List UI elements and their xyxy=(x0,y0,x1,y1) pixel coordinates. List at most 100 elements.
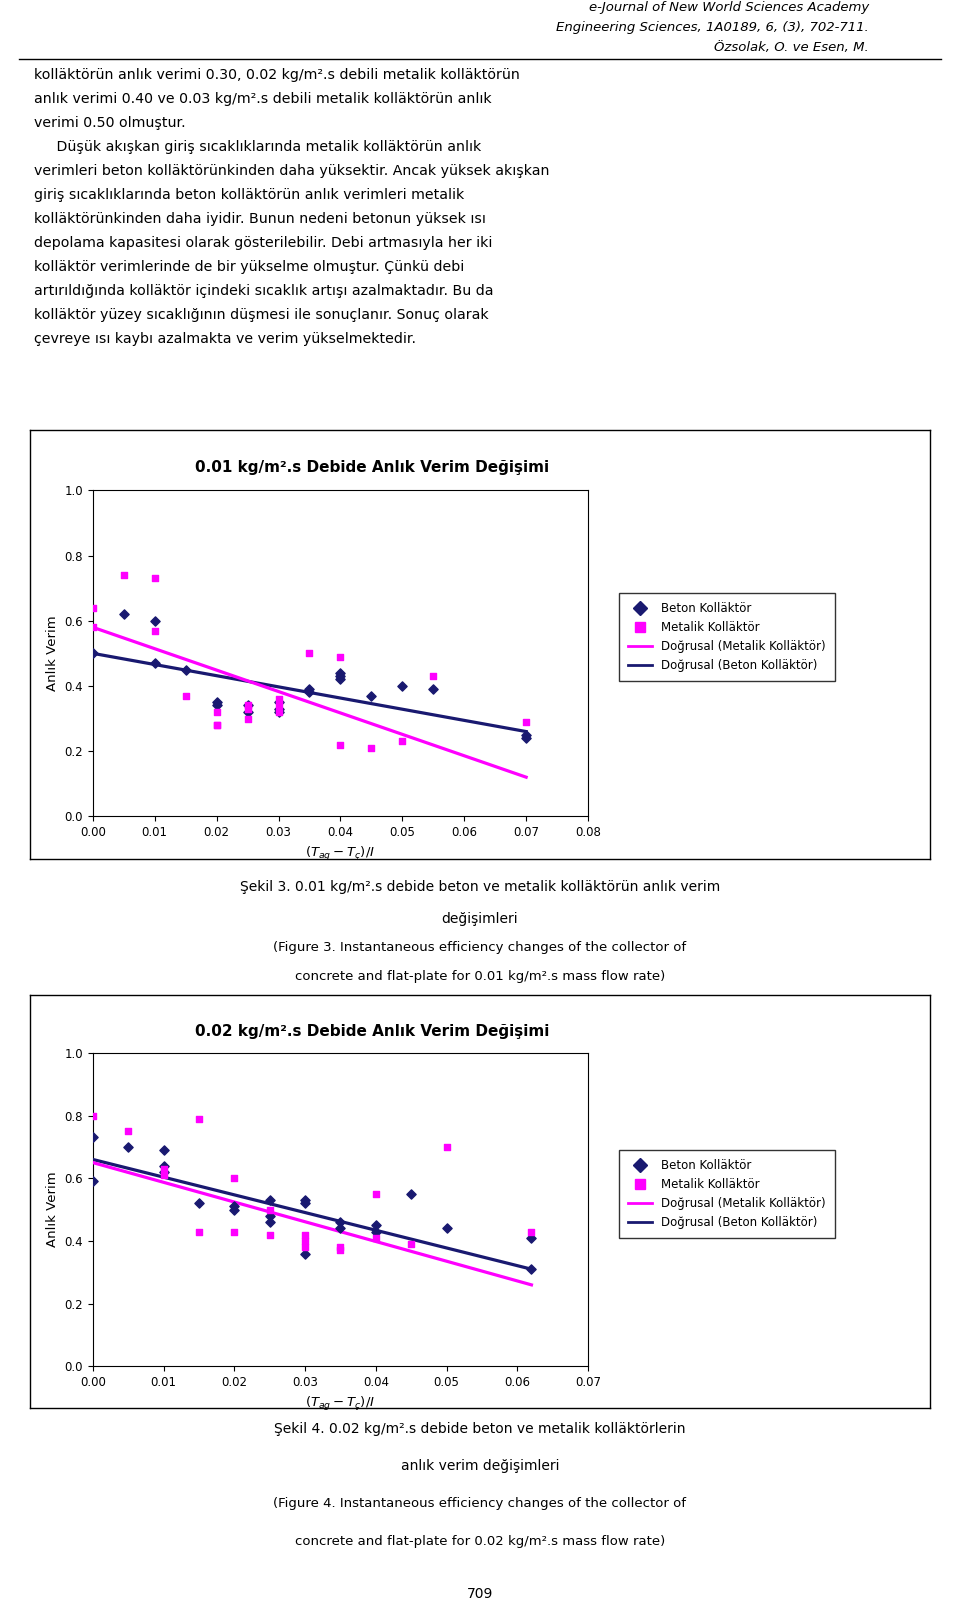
Text: depolama kapasitesi olarak gösterilebilir. Debi artmasıyla her iki: depolama kapasitesi olarak gösterilebili… xyxy=(34,236,492,251)
Point xyxy=(518,709,534,735)
Point xyxy=(85,1168,101,1194)
Point xyxy=(178,657,193,683)
Point xyxy=(227,1218,242,1244)
Text: Şekil 3. 0.01 kg/m².s debide beton ve metalik kolläktörün anlık verim: Şekil 3. 0.01 kg/m².s debide beton ve me… xyxy=(240,880,720,895)
Point xyxy=(524,1218,540,1244)
Point xyxy=(262,1188,277,1214)
Point xyxy=(240,699,255,725)
Point xyxy=(333,660,348,686)
Point xyxy=(301,641,317,667)
Text: çevreye ısı kaybı azalmakta ve verim yükselmektedir.: çevreye ısı kaybı azalmakta ve verim yük… xyxy=(34,332,416,346)
Text: concrete and flat-plate for 0.01 kg/m².s mass flow rate): concrete and flat-plate for 0.01 kg/m².s… xyxy=(295,971,665,984)
Point xyxy=(271,699,286,725)
Point xyxy=(227,1165,242,1191)
Point xyxy=(227,1194,242,1220)
Point xyxy=(298,1188,313,1214)
Text: concrete and flat-plate for 0.02 kg/m².s mass flow rate): concrete and flat-plate for 0.02 kg/m².s… xyxy=(295,1534,665,1548)
Point xyxy=(271,693,286,718)
Point xyxy=(262,1209,277,1235)
Point xyxy=(518,725,534,751)
Text: Özsolak, O. ve Esen, M.: Özsolak, O. ve Esen, M. xyxy=(714,40,869,53)
X-axis label: $(T_{ag}-T_{ç})/I$: $(T_{ag}-T_{ç})/I$ xyxy=(305,845,375,862)
Text: giriş sıcaklıklarında beton kolläktörün anlık verimleri metalik: giriş sıcaklıklarında beton kolläktörün … xyxy=(34,188,464,202)
Point xyxy=(368,1181,383,1207)
Point xyxy=(298,1222,313,1247)
Point xyxy=(209,699,225,725)
Point xyxy=(262,1202,277,1228)
Text: anlık verim değişimleri: anlık verim değişimleri xyxy=(400,1458,560,1472)
Point xyxy=(333,1235,348,1260)
Text: e-Journal of New World Sciences Academy: e-Journal of New World Sciences Academy xyxy=(588,2,869,15)
Point xyxy=(227,1197,242,1223)
Point xyxy=(85,615,101,641)
Text: kolläktör yüzey sıcaklığının düşmesi ile sonuçlanır. Sonuç olarak: kolläktör yüzey sıcaklığının düşmesi ile… xyxy=(34,307,489,322)
Point xyxy=(403,1181,419,1207)
Text: kolläktörün anlık verimi 0.30, 0.02 kg/m².s debili metalik kolläktörün: kolläktörün anlık verimi 0.30, 0.02 kg/m… xyxy=(34,68,519,83)
Point xyxy=(271,699,286,725)
Text: 0.01 kg/m².s Debide Anlık Verim Değişimi: 0.01 kg/m².s Debide Anlık Verim Değişimi xyxy=(195,461,549,476)
Point xyxy=(240,693,255,718)
Point xyxy=(191,1218,206,1244)
Text: verimleri beton kolläktörünkinden daha yüksektir. Ancak yüksek akışkan: verimleri beton kolläktörünkinden daha y… xyxy=(34,163,549,178)
Point xyxy=(333,667,348,693)
Point xyxy=(395,728,410,754)
X-axis label: $(T_{ag}-T_{ç})/I$: $(T_{ag}-T_{ç})/I$ xyxy=(305,1395,375,1413)
Point xyxy=(156,1152,171,1178)
Text: anlık verimi 0.40 ve 0.03 kg/m².s debili metalik kolläktörün anlık: anlık verimi 0.40 ve 0.03 kg/m².s debili… xyxy=(34,92,492,107)
Point xyxy=(191,1191,206,1217)
Point xyxy=(333,1238,348,1264)
Point xyxy=(368,1225,383,1251)
Text: Engineering Sciences, 1A0189, 6, (3), 702-711.: Engineering Sciences, 1A0189, 6, (3), 70… xyxy=(556,21,869,34)
Text: verimi 0.50 olmuştur.: verimi 0.50 olmuştur. xyxy=(34,116,185,129)
Point xyxy=(271,686,286,712)
Point xyxy=(368,1218,383,1244)
Point xyxy=(439,1134,454,1160)
Point xyxy=(191,1105,206,1131)
Point xyxy=(85,641,101,667)
Point xyxy=(301,676,317,702)
Text: (Figure 3. Instantaneous efficiency changes of the collector of: (Figure 3. Instantaneous efficiency chan… xyxy=(274,942,686,955)
Point xyxy=(298,1191,313,1217)
Y-axis label: Anlık Verim: Anlık Verim xyxy=(46,1171,59,1247)
Point xyxy=(209,689,225,715)
Point xyxy=(156,1162,171,1188)
Point xyxy=(364,735,379,760)
Point xyxy=(156,1155,171,1181)
Point xyxy=(364,683,379,709)
Point xyxy=(116,602,132,628)
Point xyxy=(333,644,348,670)
Point xyxy=(240,705,255,731)
Point xyxy=(262,1222,277,1247)
Point xyxy=(298,1228,313,1254)
Point xyxy=(425,676,441,702)
Text: kolläktörünkinden daha iyidir. Bunun nedeni betonun yüksek ısı: kolläktörünkinden daha iyidir. Bunun ned… xyxy=(34,212,486,227)
Point xyxy=(271,696,286,722)
Text: kolläktör verimlerinde de bir yükselme olmuştur. Çünkü debi: kolläktör verimlerinde de bir yükselme o… xyxy=(34,260,464,273)
Point xyxy=(147,608,162,634)
Legend: Beton Kolläktör, Metalik Kolläktör, Doğrusal (Metalik Kolläktör), Doğrusal (Beto: Beton Kolläktör, Metalik Kolläktör, Doğr… xyxy=(619,592,835,681)
Point xyxy=(240,693,255,718)
Point xyxy=(156,1137,171,1163)
Point xyxy=(395,673,410,699)
Point xyxy=(518,722,534,748)
Point xyxy=(368,1212,383,1238)
Point xyxy=(147,650,162,676)
Point xyxy=(116,561,132,587)
Text: artırıldığında kolläktör içindeki sıcaklık artışı azalmaktadır. Bu da: artırıldığında kolläktör içindeki sıcakl… xyxy=(34,285,493,298)
Point xyxy=(524,1225,540,1251)
Text: Düşük akışkan giriş sıcaklıklarında metalik kolläktörün anlık: Düşük akışkan giriş sıcaklıklarında meta… xyxy=(34,141,481,154)
Point xyxy=(147,565,162,591)
Point xyxy=(301,680,317,705)
Text: (Figure 4. Instantaneous efficiency changes of the collector of: (Figure 4. Instantaneous efficiency chan… xyxy=(274,1497,686,1510)
Point xyxy=(178,683,193,709)
Y-axis label: Anlık Verim: Anlık Verim xyxy=(46,615,59,691)
Point xyxy=(147,618,162,644)
Text: 0.02 kg/m².s Debide Anlık Verim Değişimi: 0.02 kg/m².s Debide Anlık Verim Değişimi xyxy=(195,1024,549,1039)
Point xyxy=(156,1158,171,1184)
Text: değişimleri: değişimleri xyxy=(442,913,518,925)
Point xyxy=(271,689,286,715)
Point xyxy=(439,1215,454,1241)
Point xyxy=(85,595,101,621)
Point xyxy=(425,663,441,689)
Point xyxy=(262,1197,277,1223)
